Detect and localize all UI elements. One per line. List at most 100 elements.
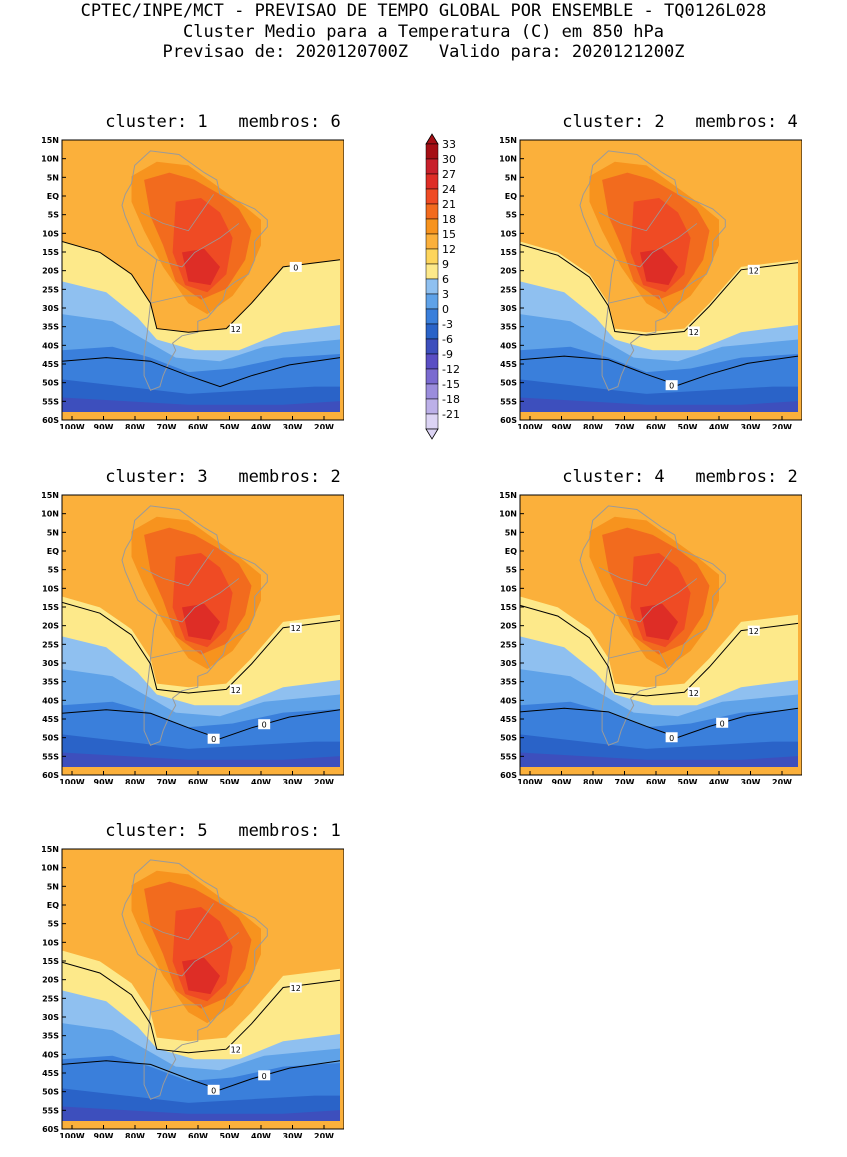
colorbar-label: 6 [442, 273, 449, 286]
border-line [156, 223, 240, 268]
band-minus6 [62, 752, 340, 767]
lon-tick-label: 30W [741, 423, 761, 429]
colorbar-swatch [425, 248, 439, 265]
contour-0 [520, 707, 799, 738]
lon-tick-label: 30W [283, 778, 303, 784]
lat-tick-label: 50S [500, 379, 517, 388]
colorbar-swatch [425, 293, 439, 310]
colorbar-label: 15 [442, 228, 456, 241]
colorbar-swatch [425, 173, 439, 190]
lat-tick-label: 45S [42, 1069, 59, 1078]
colorbar-label: 9 [442, 258, 449, 271]
coastline [579, 150, 726, 391]
contour-label: 0 [211, 1086, 216, 1095]
colorbar-label: -12 [442, 363, 460, 376]
lat-tick-label: 10S [500, 584, 517, 593]
contour-12 [62, 961, 341, 1054]
colorbar-swatch [425, 383, 439, 400]
colorbar-label: 30 [442, 153, 456, 166]
lat-tick-label: EQ [505, 192, 517, 201]
lat-tick-label: 20S [42, 267, 59, 276]
lon-tick-label: 70W [615, 778, 635, 784]
contour-label-bg [289, 261, 302, 272]
lat-tick-label: 15N [41, 136, 59, 145]
lat-tick-label: 10S [42, 584, 59, 593]
colorbar-label: 27 [442, 168, 456, 181]
contour-label: 0 [262, 721, 267, 730]
lon-tick-label: 60W [188, 778, 208, 784]
lat-tick-label: 15N [499, 136, 517, 145]
colorbar-label: 33 [442, 138, 456, 151]
lon-tick-label: 20W [314, 423, 334, 429]
lat-tick-label: 15S [42, 957, 59, 966]
border-line [150, 295, 211, 315]
lat-tick-label: 40S [42, 1050, 59, 1059]
lat-tick-label: 40S [42, 696, 59, 705]
lon-tick-label: 60W [188, 423, 208, 429]
contour-label-bg [229, 1044, 242, 1055]
lat-tick-label: 5S [48, 920, 60, 929]
lat-tick-label: 55S [42, 397, 59, 406]
lat-tick-label: 15N [41, 845, 59, 854]
cluster-3-title: cluster: 3 membros: 2 [105, 467, 341, 487]
lat-tick-label: 20S [500, 267, 517, 276]
border-line [156, 578, 240, 623]
lat-tick-label: 50S [42, 734, 59, 743]
contour-label: 0 [293, 263, 298, 272]
contour-label-bg [665, 732, 678, 743]
lat-tick-label: 40S [500, 696, 517, 705]
lon-tick-label: 60W [646, 778, 666, 784]
lat-tick-label: 20S [500, 622, 517, 631]
colorbar-swatch [425, 203, 439, 220]
header-line-3: Previsao de: 2020120700Z Valido para: 20… [162, 42, 685, 62]
lat-tick-label: 30S [500, 304, 517, 313]
lon-tick-label: 80W [583, 778, 603, 784]
contour-label: 12 [291, 984, 301, 993]
lat-tick-label: 10N [499, 510, 517, 519]
lat-tick-label: 45S [500, 715, 517, 724]
lon-tick-label: 50W [678, 778, 698, 784]
lon-tick-label: 50W [220, 778, 240, 784]
lat-tick-label: 5N [505, 173, 517, 182]
colorbar-label: 3 [442, 288, 449, 301]
contour-0 [62, 709, 341, 740]
contour-label: 12 [231, 686, 241, 695]
lon-tick-label: 40W [709, 423, 729, 429]
colorbar-swatch [425, 263, 439, 280]
lon-tick-label: 70W [615, 423, 635, 429]
lat-tick-label: 60S [42, 771, 59, 780]
cluster-2-title: cluster: 2 membros: 4 [562, 112, 798, 132]
lon-tick-label: 90W [552, 778, 572, 784]
lat-tick-label: 30S [42, 304, 59, 313]
map-panel-cluster-3: 12 12 0 0 15N 10N 5N EQ 5S 10S 15S 20S 25S 30S 35S 40S 4… [22, 487, 345, 787]
lat-tick-label: 15N [41, 491, 59, 500]
contour-label: 0 [211, 735, 216, 744]
colorbar-swatch [425, 368, 439, 385]
border-line [156, 932, 240, 977]
lat-tick-label: 55S [42, 1106, 59, 1115]
border-line [608, 295, 669, 315]
lon-tick-label: 90W [94, 1132, 114, 1138]
lat-tick-label: 60S [42, 416, 59, 425]
lon-tick-label: 80W [125, 778, 145, 784]
lat-tick-label: 10N [41, 155, 59, 164]
lon-tick-label: 80W [125, 1132, 145, 1138]
lat-tick-label: 35S [500, 323, 517, 332]
contour-label: 12 [231, 1046, 241, 1055]
lat-tick-label: 55S [500, 752, 517, 761]
lat-tick-label: 15N [499, 491, 517, 500]
colorbar-label: -9 [442, 348, 453, 361]
lat-tick-label: EQ [47, 192, 59, 201]
lat-tick-label: 35S [42, 678, 59, 687]
border-line [614, 578, 698, 623]
lat-tick-label: 55S [42, 752, 59, 761]
border-line [608, 650, 669, 670]
lat-tick-label: 50S [42, 1088, 59, 1097]
lat-tick-label: 20S [42, 976, 59, 985]
lat-tick-label: 40S [42, 341, 59, 350]
colorbar-swatch [425, 398, 439, 415]
band-27 [640, 603, 678, 641]
header-line-2: Cluster Medio para a Temperatura (C) em … [182, 22, 665, 42]
contour-label-bg [258, 719, 271, 730]
lat-tick-label: 5S [48, 211, 60, 220]
